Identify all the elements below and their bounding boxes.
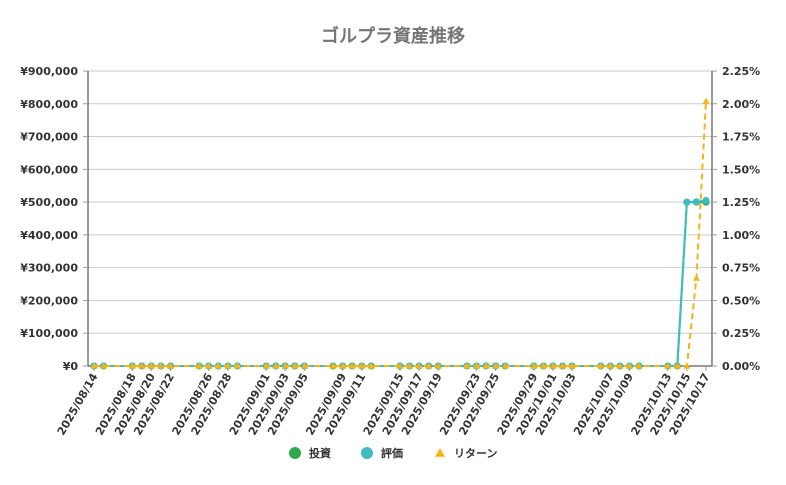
y2-tick-label: 2.00%: [722, 98, 760, 111]
y2-tick-label: 0.00%: [722, 360, 760, 373]
data-point: [214, 362, 222, 369]
data-point: [367, 362, 375, 369]
data-point: [291, 362, 299, 369]
data-point: [559, 362, 567, 369]
series-line: [94, 199, 707, 367]
data-point: [224, 362, 232, 369]
data-point: [664, 362, 672, 369]
y-tick-label: ¥0: [63, 360, 79, 373]
y2-tick-label: 2.25%: [722, 65, 760, 78]
data-point: [492, 362, 500, 369]
data-point: [195, 362, 203, 369]
data-point: [482, 362, 490, 369]
data-point: [329, 362, 337, 369]
data-point: [501, 362, 509, 369]
data-point: [396, 362, 404, 369]
data-point: [606, 362, 614, 369]
data-point: [157, 362, 165, 369]
y-tick-label: ¥300,000: [20, 262, 78, 275]
data-point: [147, 362, 155, 369]
grid: [87, 70, 713, 367]
data-point: [597, 362, 605, 369]
data-point: [530, 362, 538, 369]
legend-item[interactable]: リターン: [435, 447, 497, 460]
y2-tick-label: 1.50%: [722, 163, 760, 176]
data-point: [167, 362, 174, 369]
legend-label: 評価: [381, 446, 403, 460]
data-point: [90, 362, 98, 369]
data-point: [300, 362, 308, 369]
data-point: [702, 196, 710, 204]
y2-tick-label: 1.00%: [722, 229, 760, 242]
y2-tick-label: 0.75%: [722, 262, 760, 275]
data-point: [415, 362, 423, 369]
legend-marker: [289, 447, 301, 459]
y-tick-label: ¥100,000: [20, 327, 78, 340]
data-point: [281, 362, 289, 369]
y2-tick-label: 0.25%: [722, 327, 760, 340]
series-line: [94, 201, 706, 367]
series-3: [90, 97, 710, 369]
data-point: [406, 362, 414, 369]
data-point: [339, 362, 347, 369]
y2-tick-label: 0.50%: [722, 294, 760, 307]
data-point: [626, 362, 633, 369]
data-point: [683, 362, 691, 369]
y-tick-label: ¥700,000: [20, 131, 78, 144]
y-tick-label: ¥400,000: [20, 229, 78, 242]
right-axis: 0.00% 0.25% 0.50% 0.75% 1.00% 1.25% 1.50% 1.75%…: [712, 65, 760, 373]
data-point: [683, 198, 691, 206]
data-point: [138, 362, 146, 369]
data-point: [616, 362, 624, 369]
data-point: [425, 362, 433, 369]
legend-item[interactable]: 評価: [361, 446, 403, 460]
data-point: [205, 362, 213, 369]
data-point: [568, 362, 576, 369]
data-point: [692, 274, 700, 281]
legend-marker: [435, 448, 445, 457]
left-axis: ¥0 ¥100,000 ¥200,000 ¥300,000 ¥400,000 ¥500,0…: [20, 65, 88, 373]
data-point: [358, 362, 366, 369]
y-tick-label: ¥800,000: [20, 98, 78, 111]
legend-label: リターン: [454, 447, 497, 460]
y-tick-label: ¥500,000: [20, 196, 78, 209]
series-layer: [90, 97, 710, 370]
data-point: [673, 362, 681, 369]
data-point: [463, 362, 471, 369]
chart-title: ゴルプラ資産推移: [321, 25, 465, 47]
data-point: [473, 362, 480, 369]
data-point: [272, 362, 280, 369]
series-2: [90, 196, 710, 370]
data-point: [539, 362, 547, 369]
legend-marker: [361, 447, 373, 459]
legend: 投資 評価 リターン: [289, 446, 497, 460]
data-point: [262, 362, 270, 369]
series-1: [90, 198, 710, 370]
data-point: [233, 362, 241, 369]
data-point: [702, 97, 710, 104]
data-point: [434, 362, 442, 369]
data-point: [692, 198, 700, 206]
data-point: [549, 362, 557, 369]
data-point: [348, 362, 356, 369]
y-tick-label: ¥900,000: [20, 65, 78, 78]
x-axis: 2025/08/142025/08/182025/08/202025/08/22…: [55, 366, 713, 437]
y-tick-label: ¥200,000: [20, 294, 78, 307]
series-line: [94, 101, 707, 367]
y2-tick-label: 1.25%: [722, 196, 760, 209]
y2-tick-label: 1.75%: [722, 131, 760, 144]
y-tick-label: ¥600,000: [20, 163, 78, 176]
legend-item[interactable]: 投資: [289, 446, 331, 460]
legend-label: 投資: [309, 446, 331, 460]
data-point: [128, 362, 136, 369]
data-point: [100, 362, 108, 369]
data-point: [635, 362, 643, 369]
